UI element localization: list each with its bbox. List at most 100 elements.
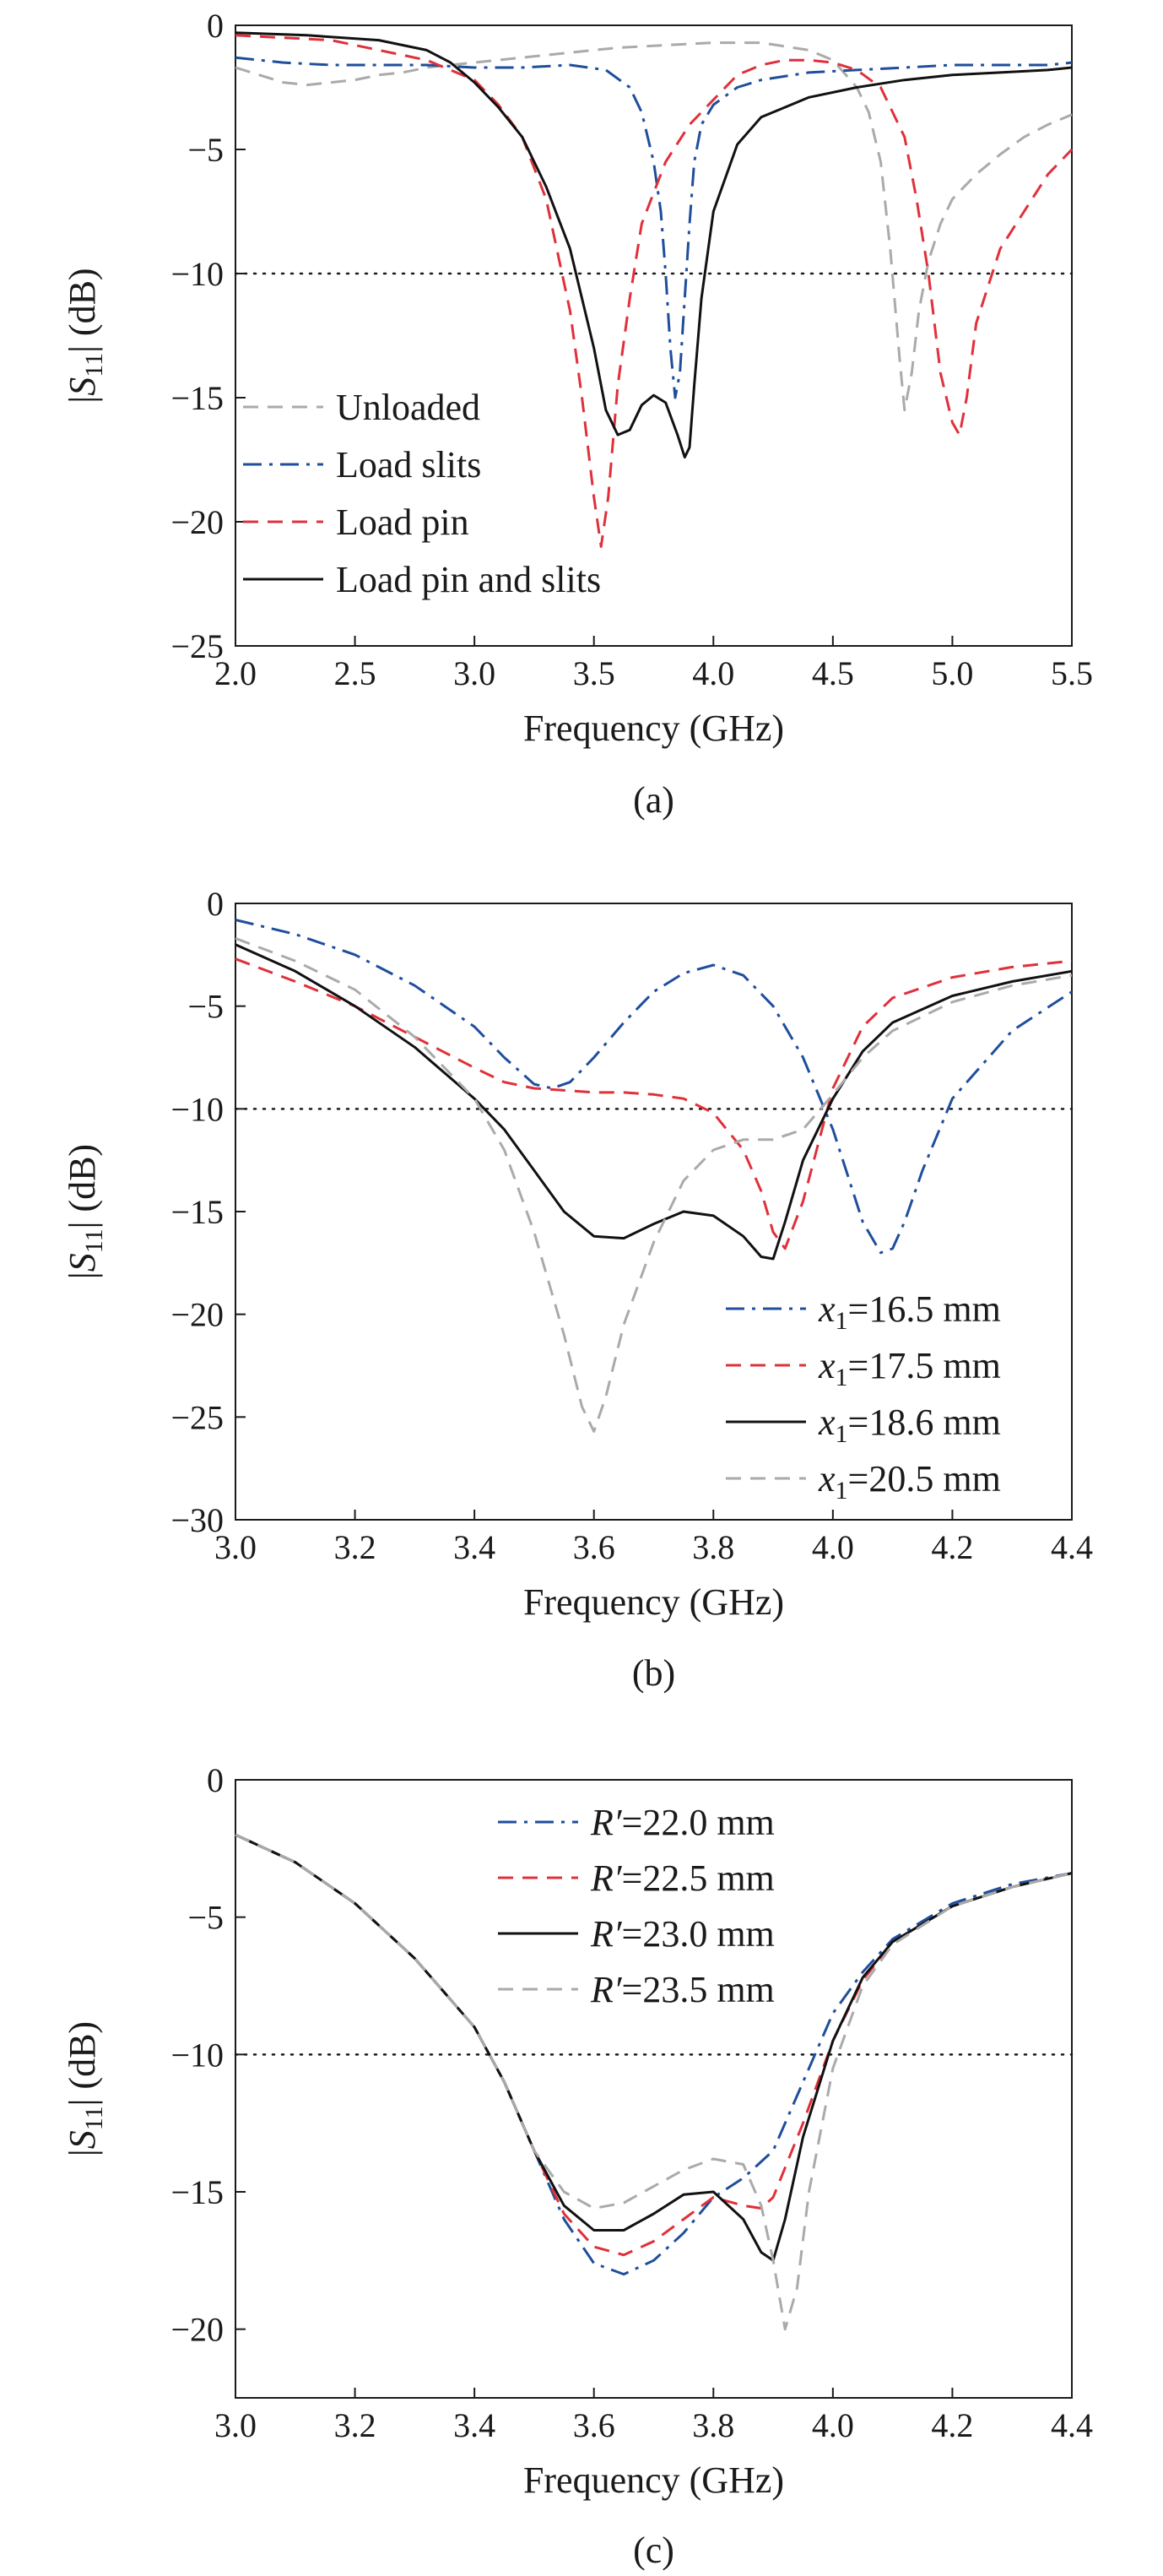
y-label-symbol: S xyxy=(62,2130,103,2149)
y-tick-label: −30 xyxy=(170,1501,224,1539)
legend-label: x1=18.6 mm xyxy=(818,1402,1001,1448)
chart-panel: 3.0 3.2 3.4 3.6 3.8 4.0 4.2 4.4 0 −5 −10 −15 −20 −25 −… xyxy=(62,885,1093,1694)
legend-symbol: R′ xyxy=(590,1969,623,2010)
chart-panel: 3.0 3.2 3.4 3.6 3.8 4.0 4.2 4.40−5−10−15−20R′=2… xyxy=(62,1761,1093,2571)
y-tick-label: −25 xyxy=(170,1398,224,1436)
legend-text: =16.5 mm xyxy=(848,1288,1001,1330)
legend-text: =22.5 mm xyxy=(622,1857,775,1899)
x-tick-label: 3.2 xyxy=(334,2406,376,2444)
legend-text: Unloaded xyxy=(336,387,480,428)
series-line xyxy=(235,56,1073,399)
y-axis-label: |S11| (dB) xyxy=(62,268,108,403)
legend-text: =23.5 mm xyxy=(622,1969,775,2010)
x-tick-label: 4.5 xyxy=(812,654,854,692)
y-label-part: | xyxy=(62,2149,103,2156)
x-tick-label: 4.4 xyxy=(1051,1528,1093,1566)
x-tick-label: 3.5 xyxy=(573,654,615,692)
plot-frame xyxy=(235,1779,1073,2399)
chart-panel: 2.0 2.5 3.0 3.5 4.0 4.5 5.0 5.5 0 −5 −10 −15 −20 −25 U… xyxy=(62,7,1093,821)
y-label-symbol: S xyxy=(62,377,103,396)
y-axis-label: |S11| (dB) xyxy=(62,2021,108,2156)
y-label-part: | (dB) xyxy=(62,1144,103,1228)
legend-text: Load slits xyxy=(336,444,481,485)
legend-label: R′=23.5 mm xyxy=(590,1969,775,2010)
panel-caption: (c) xyxy=(633,2530,674,2571)
legend-symbol: x xyxy=(818,1345,836,1386)
x-tick-label: 4.2 xyxy=(931,1528,973,1566)
y-label-part: | xyxy=(62,396,103,404)
x-tick-label: 3.6 xyxy=(573,2406,615,2444)
y-label-subscript: 11 xyxy=(80,2106,108,2130)
y-tick-label: −15 xyxy=(170,1193,224,1231)
series-line xyxy=(235,957,1073,1250)
x-tick-label: 5.0 xyxy=(931,654,973,692)
legend-label: R′=23.0 mm xyxy=(590,1913,775,1955)
legend-symbol: x xyxy=(818,1458,836,1500)
y-axis-label: |S11| (dB) xyxy=(62,1144,108,1279)
x-tick-label: 3.0 xyxy=(214,1528,257,1566)
legend: R′=22.0 mmR′=22.5 mmR′=23.0 mmR′=23.5 mm xyxy=(498,1802,775,2010)
y-tick-label: −15 xyxy=(170,379,224,417)
x-tick-label: 3.4 xyxy=(453,2406,495,2444)
legend-text: =17.5 mm xyxy=(848,1345,1001,1386)
x-tick-label: 3.6 xyxy=(573,1528,615,1566)
x-tick-label: 4.2 xyxy=(931,2406,973,2444)
y-tick-label: −5 xyxy=(187,1899,224,1937)
x-tick-label: 5.5 xyxy=(1051,654,1093,692)
legend-label: Load pin and slits xyxy=(336,559,601,600)
legend-label: x1=20.5 mm xyxy=(818,1458,1001,1505)
y-tick-label: 0 xyxy=(207,7,224,45)
x-tick-label: 3.0 xyxy=(453,654,495,692)
y-tick-label: −15 xyxy=(170,2173,224,2211)
legend-label: x1=16.5 mm xyxy=(818,1288,1001,1335)
x-axis-label: Frequency (GHz) xyxy=(523,708,784,749)
legend-label: Load slits xyxy=(336,444,481,485)
y-tick-label: −10 xyxy=(170,255,224,293)
y-tick-label: −25 xyxy=(170,627,224,665)
legend-text: =23.0 mm xyxy=(622,1913,775,1955)
x-tick-label: 4.0 xyxy=(812,2406,854,2444)
series-line xyxy=(235,41,1073,412)
series-line xyxy=(235,936,1073,1433)
x-tick-label: 3.2 xyxy=(334,1528,376,1566)
series-line xyxy=(235,31,1073,459)
x-tick-label: 4.0 xyxy=(692,654,734,692)
legend-label: Load pin xyxy=(336,502,469,543)
legend-text: Load pin and slits xyxy=(336,559,601,600)
legend-label: x1=17.5 mm xyxy=(818,1345,1001,1391)
legend-label: R′=22.5 mm xyxy=(590,1857,775,1899)
x-axis-label: Frequency (GHz) xyxy=(523,1581,784,1623)
y-label-part: | (dB) xyxy=(62,268,103,352)
y-tick-label: −20 xyxy=(170,1296,224,1334)
legend-symbol: R′ xyxy=(590,1913,623,1955)
y-tick-label: −10 xyxy=(170,1090,224,1128)
legend-text: =18.6 mm xyxy=(848,1402,1001,1443)
plot-frame xyxy=(235,24,1073,647)
legend-label: R′=22.0 mm xyxy=(590,1802,775,1843)
legend-text: =20.5 mm xyxy=(848,1458,1001,1500)
y-label-symbol: S xyxy=(62,1253,103,1272)
y-tick-label: −10 xyxy=(170,2036,224,2074)
legend-text: Load pin xyxy=(336,502,469,543)
y-tick-label: 0 xyxy=(207,1761,224,1799)
y-label-part: | xyxy=(62,1272,103,1279)
legend: Unloaded Load slits Load pin Load pin and s… xyxy=(243,387,601,600)
legend-symbol: R′ xyxy=(590,1802,623,1843)
x-tick-label: 2.5 xyxy=(334,654,376,692)
panel-caption: (b) xyxy=(632,1652,675,1694)
x-tick-label: 4.4 xyxy=(1051,2406,1093,2444)
y-label-subscript: 11 xyxy=(80,353,108,377)
x-tick-label: 3.8 xyxy=(692,2406,734,2444)
legend-symbol: R′ xyxy=(590,1857,623,1899)
legend-text: =22.0 mm xyxy=(622,1802,775,1843)
series-line xyxy=(235,1833,1073,2331)
y-tick-label: −20 xyxy=(170,503,224,541)
legend-subscript: 1 xyxy=(836,1420,848,1448)
series-line xyxy=(235,943,1073,1261)
x-tick-label: 3.8 xyxy=(692,1528,734,1566)
x-tick-label: 3.4 xyxy=(453,1528,495,1566)
y-tick-label: 0 xyxy=(207,885,224,923)
y-tick-label: −5 xyxy=(187,988,224,1026)
